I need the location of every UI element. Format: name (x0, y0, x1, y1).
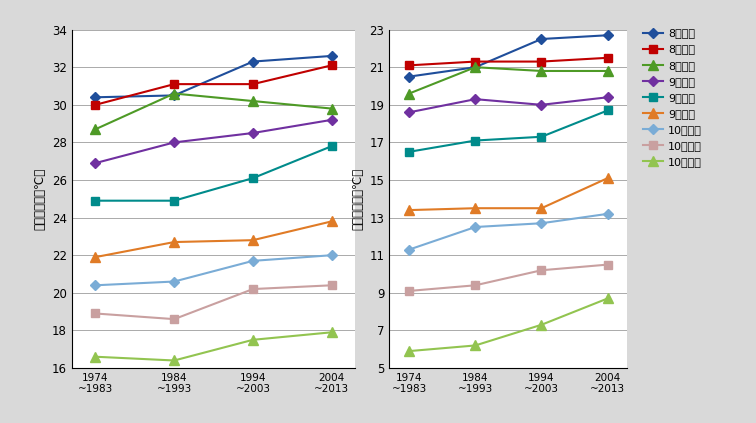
Y-axis label: 日最低気温（℃）: 日最低気温（℃） (351, 168, 364, 230)
Legend: 8月上旬, 8月中旬, 8月下旬, 9月上旬, 9月中旬, 9月下旬, 10月上旬, 10月中旬, 10月下旬: 8月上旬, 8月中旬, 8月下旬, 9月上旬, 9月中旬, 9月下旬, 10月上… (643, 28, 702, 167)
Y-axis label: 日最高気温（℃）: 日最高気温（℃） (33, 168, 46, 230)
